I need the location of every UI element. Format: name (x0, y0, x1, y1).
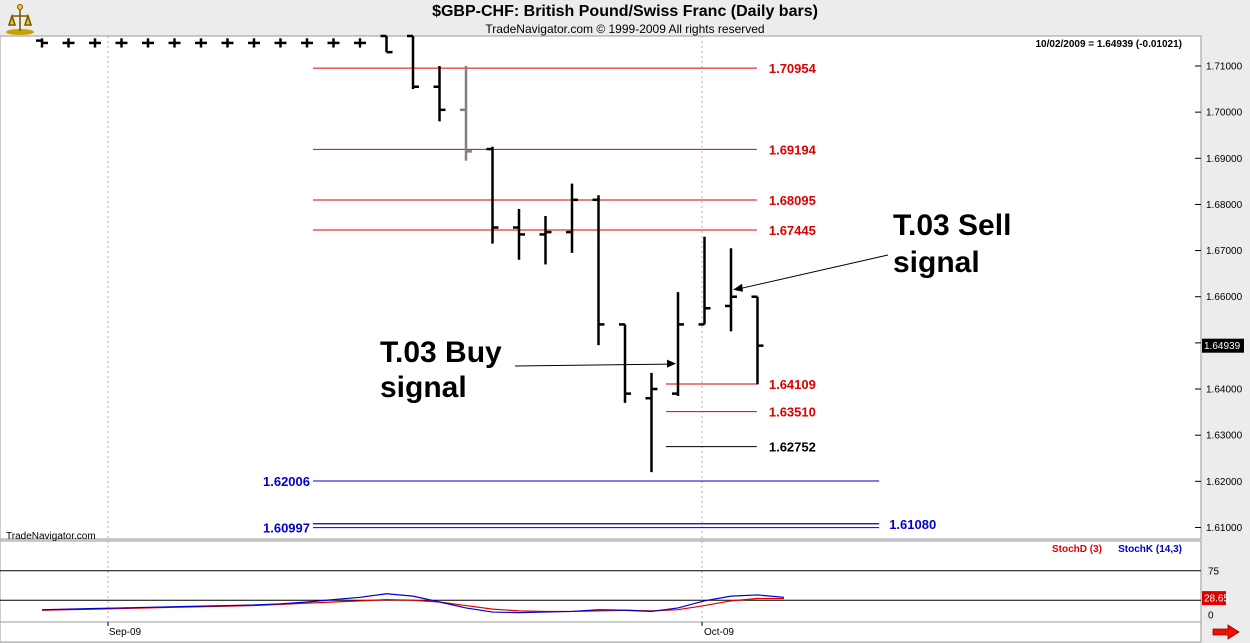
ohlc-bar (327, 38, 340, 48)
y-axis-tick-label: 1.70000 (1206, 108, 1243, 119)
annotation-arrow-head (667, 359, 676, 368)
y-axis-tick-label: 1.62000 (1206, 477, 1243, 488)
level-label: 1.67445 (769, 223, 816, 238)
ohlc-bar (566, 183, 578, 253)
ohlc-bar (698, 236, 711, 326)
current-price-label: 1.64939 (1204, 341, 1241, 352)
annotation-text: T.03 Sell (893, 209, 1011, 242)
annotation-text: signal (380, 371, 467, 404)
watermark-text: TradeNavigator.com (6, 531, 96, 542)
ohlc-bar (142, 38, 154, 48)
ohlc-bar (513, 209, 525, 260)
ohlc-bar (619, 323, 631, 403)
level-label: 1.70954 (769, 61, 817, 76)
ohlc-bar (460, 65, 472, 161)
y-axis-tick-label: 1.68000 (1206, 200, 1243, 211)
stoch-y-tick-label: 75 (1208, 566, 1220, 577)
ohlc-bar (301, 38, 313, 48)
stoch-series-line (41, 593, 785, 614)
annotation-arrow-line (738, 254, 889, 290)
level-label: 1.60997 (263, 521, 310, 536)
x-axis-label: Sep-09 (109, 627, 142, 638)
level-label: 1.68095 (769, 193, 816, 208)
y-axis-tick-label: 1.61000 (1206, 523, 1243, 534)
ohlc-bar (645, 372, 658, 473)
ohlc-bar (248, 38, 260, 48)
ohlc-bar (539, 215, 552, 265)
copyright-text: TradeNavigator.com © 1999-2009 All right… (485, 22, 765, 36)
ohlc-bar (195, 38, 207, 48)
ohlc-bar (592, 195, 605, 346)
ohlc-bar (62, 38, 75, 48)
y-axis-tick-label: 1.63000 (1206, 431, 1243, 442)
ohlc-bar (36, 38, 48, 48)
ohlc-bar (221, 38, 234, 48)
ohlc-bar (89, 38, 101, 48)
ohlc-bar (407, 34, 419, 90)
y-axis-tick-label: 1.69000 (1206, 154, 1243, 165)
ohlc-bar (433, 65, 446, 122)
level-label: 1.62752 (769, 440, 816, 455)
level-label: 1.64109 (769, 377, 816, 392)
ohlc-bar (168, 38, 181, 48)
current-price-box (1202, 338, 1244, 353)
ohlc-bar (672, 292, 684, 396)
stoch-d-legend: StochD (3) (1052, 544, 1102, 555)
ohlc-bar (486, 146, 499, 244)
annotation-arrow-line (514, 363, 671, 367)
y-axis-tick-label: 1.66000 (1206, 292, 1243, 303)
x-axis-label: Oct-09 (704, 627, 734, 638)
annotation-arrow-head (733, 283, 743, 292)
ohlc-bar (380, 34, 393, 54)
stoch-k-legend: StochK (14,3) (1118, 544, 1182, 555)
ohlc-bar (751, 295, 764, 385)
level-label: 1.62006 (263, 474, 310, 489)
y-axis-tick-label: 1.67000 (1206, 246, 1243, 257)
annotation-text: signal (893, 246, 980, 279)
scroll-right-arrow-icon[interactable] (1212, 624, 1240, 640)
stoch-last-value-box (1202, 591, 1226, 606)
last-quote-text: 10/02/2009 = 1.64939 (-0.01021) (1035, 39, 1182, 50)
ohlc-bar (725, 248, 737, 332)
y-axis-tick-label: 1.64000 (1206, 385, 1243, 396)
ohlc-bar (115, 38, 128, 48)
date-axis-bg (0, 621, 1202, 643)
stoch-y-tick-label: 0 (1208, 611, 1214, 622)
level-label: 1.61080 (889, 517, 936, 532)
ohlc-bar (354, 38, 366, 48)
chart-title: $GBP-CHF: British Pound/Swiss Franc (Dai… (432, 3, 818, 20)
y-axis-tick-label: 1.71000 (1206, 61, 1243, 72)
ohlc-bar (274, 38, 287, 48)
level-label: 1.69194 (769, 142, 817, 157)
indicator-panel-bg (0, 540, 1202, 623)
price-panel-bg (0, 35, 1202, 540)
stoch-last-value-label: 28.65 (1204, 594, 1229, 605)
level-label: 1.63510 (769, 405, 816, 420)
trade-navigator-logo-icon[interactable] (3, 3, 37, 37)
annotation-text: T.03 Buy (380, 336, 502, 369)
